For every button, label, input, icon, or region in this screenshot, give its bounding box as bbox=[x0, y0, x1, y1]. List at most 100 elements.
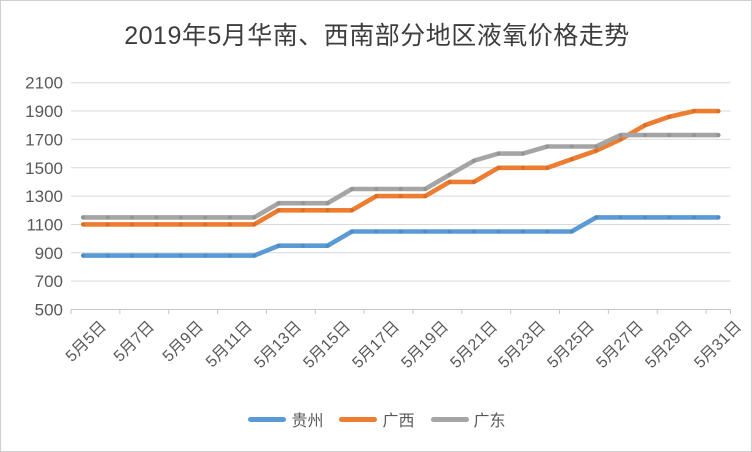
data-point bbox=[496, 165, 501, 170]
data-point bbox=[447, 172, 452, 177]
data-point bbox=[691, 215, 696, 220]
legend-line-swatch bbox=[339, 416, 378, 422]
data-point bbox=[154, 222, 159, 227]
legend-label: 广西 bbox=[382, 413, 415, 430]
data-point bbox=[349, 187, 354, 191]
data-point bbox=[252, 215, 257, 220]
y-axis-label: 900 bbox=[35, 244, 63, 263]
data-point bbox=[569, 157, 574, 162]
data-point bbox=[203, 215, 208, 220]
data-point bbox=[178, 222, 183, 227]
data-point bbox=[618, 133, 623, 138]
data-point bbox=[301, 243, 305, 248]
data-point bbox=[325, 243, 330, 248]
y-axis-label: 700 bbox=[35, 272, 63, 291]
data-point bbox=[545, 144, 550, 149]
data-point bbox=[81, 222, 86, 227]
data-point bbox=[130, 215, 135, 220]
data-point bbox=[227, 253, 232, 258]
data-point bbox=[81, 253, 86, 258]
data-point bbox=[203, 253, 208, 258]
series-line-贵州 bbox=[80, 215, 721, 258]
data-point bbox=[691, 133, 696, 138]
data-point bbox=[472, 158, 476, 163]
data-point bbox=[667, 215, 672, 220]
data-point bbox=[276, 201, 281, 206]
data-point bbox=[398, 187, 403, 191]
data-point bbox=[227, 222, 232, 227]
data-point bbox=[374, 194, 379, 199]
legend-item-guizhou: 贵州 bbox=[248, 407, 323, 431]
y-axis-label: 2100 bbox=[25, 74, 63, 93]
data-point bbox=[154, 253, 159, 258]
data-point bbox=[130, 222, 135, 227]
legend-item-guangxi: 广西 bbox=[339, 407, 415, 431]
data-point bbox=[398, 229, 403, 234]
data-point bbox=[301, 208, 305, 213]
data-point bbox=[349, 229, 354, 234]
legend-item-guangdong: 广东 bbox=[430, 407, 506, 431]
data-point bbox=[520, 229, 525, 234]
y-axis-label: 1300 bbox=[25, 187, 63, 206]
data-point bbox=[667, 133, 672, 138]
data-point bbox=[643, 215, 647, 220]
data-point bbox=[374, 229, 379, 234]
chart-legend: 贵州 广西 广东 bbox=[1, 405, 751, 433]
data-point bbox=[496, 229, 501, 234]
data-point bbox=[520, 165, 525, 170]
series-line-广东 bbox=[80, 132, 721, 220]
data-point bbox=[398, 194, 403, 199]
data-point bbox=[447, 229, 452, 234]
data-point bbox=[472, 179, 476, 184]
data-point bbox=[618, 137, 623, 142]
data-point bbox=[301, 201, 305, 206]
data-point bbox=[325, 201, 330, 206]
data-point bbox=[203, 222, 208, 227]
y-axis-label: 500 bbox=[35, 301, 63, 320]
data-point bbox=[276, 208, 281, 213]
legend-label: 广东 bbox=[473, 413, 506, 430]
data-point bbox=[716, 109, 721, 114]
data-point bbox=[545, 229, 550, 234]
data-point bbox=[154, 215, 159, 220]
data-point bbox=[423, 187, 428, 191]
data-point bbox=[130, 253, 135, 258]
chart-title: 2019年5月华南、西南部分地区液氧价格走势 bbox=[124, 22, 630, 50]
data-point bbox=[252, 253, 257, 258]
data-point bbox=[81, 215, 86, 220]
data-point bbox=[594, 148, 599, 153]
data-point bbox=[618, 215, 623, 220]
data-point bbox=[594, 215, 599, 220]
data-point bbox=[496, 151, 501, 156]
data-point bbox=[472, 229, 476, 234]
data-point bbox=[594, 144, 599, 149]
data-point bbox=[520, 151, 525, 156]
data-point bbox=[691, 109, 696, 114]
data-point bbox=[667, 114, 672, 119]
data-point bbox=[178, 215, 183, 220]
data-point bbox=[716, 215, 721, 220]
data-point bbox=[423, 194, 428, 199]
data-point bbox=[447, 179, 452, 184]
data-point bbox=[716, 133, 721, 138]
data-point bbox=[374, 187, 379, 191]
data-point bbox=[545, 165, 550, 170]
y-axis-label: 1700 bbox=[25, 130, 63, 149]
data-point bbox=[569, 229, 574, 234]
series-line-广西 bbox=[80, 108, 721, 227]
data-point bbox=[643, 123, 647, 128]
data-point bbox=[178, 253, 183, 258]
data-point bbox=[423, 229, 428, 234]
data-point bbox=[252, 222, 257, 227]
data-point bbox=[105, 215, 110, 220]
y-axis-label: 1900 bbox=[25, 102, 63, 121]
data-point bbox=[105, 253, 110, 258]
data-point bbox=[349, 208, 354, 213]
data-point bbox=[276, 243, 281, 248]
y-axis-label: 1100 bbox=[26, 215, 63, 234]
data-point bbox=[227, 215, 232, 220]
data-point bbox=[569, 144, 574, 149]
legend-label: 贵州 bbox=[291, 413, 324, 430]
